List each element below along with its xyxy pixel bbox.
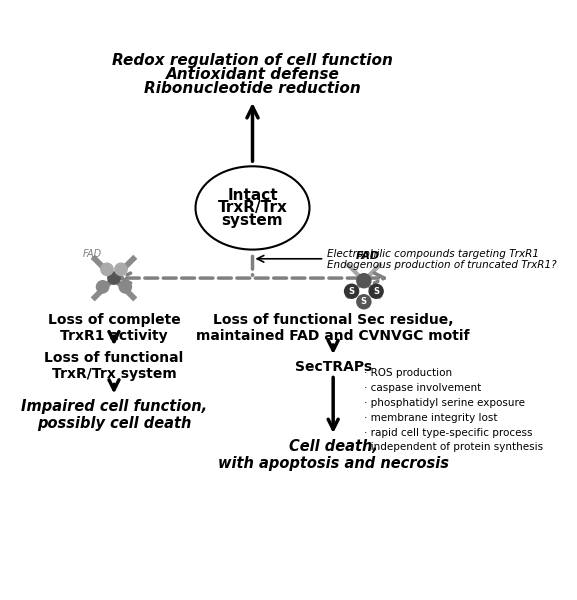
Circle shape — [101, 263, 113, 275]
Circle shape — [369, 284, 383, 298]
Text: Electrophilic compounds targeting TrxR1: Electrophilic compounds targeting TrxR1 — [327, 250, 539, 259]
Text: Ribonucleotide reduction: Ribonucleotide reduction — [144, 81, 361, 96]
Text: Loss of functional Sec residue,
maintained FAD and CVNVGC motif: Loss of functional Sec residue, maintain… — [196, 313, 470, 343]
Text: Endogenous production of truncated TrxR1?: Endogenous production of truncated TrxR1… — [327, 260, 557, 270]
Text: FAD: FAD — [83, 248, 102, 259]
Circle shape — [108, 272, 120, 284]
Circle shape — [357, 295, 371, 309]
Text: Impaired cell function,
possibly cell death: Impaired cell function, possibly cell de… — [21, 399, 207, 431]
Text: system: system — [222, 213, 283, 228]
Circle shape — [115, 263, 127, 275]
Text: Intact: Intact — [227, 188, 278, 203]
Text: Redox regulation of cell function: Redox regulation of cell function — [112, 53, 393, 68]
Text: TrxR/Trx: TrxR/Trx — [218, 200, 287, 215]
Text: S: S — [373, 287, 379, 296]
Text: Loss of complete
TrxR1 activity: Loss of complete TrxR1 activity — [48, 313, 181, 343]
Circle shape — [357, 274, 371, 288]
Text: Loss of functional
TrxR/Trx system: Loss of functional TrxR/Trx system — [44, 351, 183, 381]
Circle shape — [119, 281, 132, 293]
Text: S: S — [361, 297, 367, 306]
Circle shape — [96, 281, 108, 293]
Text: FAD: FAD — [356, 251, 380, 261]
Text: S: S — [349, 287, 355, 296]
Text: SecTRAPs: SecTRAPs — [295, 359, 372, 374]
Circle shape — [344, 284, 358, 298]
Text: · ROS production
· caspase involvement
· phosphatidyl serine exposure
· membrane: · ROS production · caspase involvement ·… — [364, 368, 543, 452]
Text: Antioxidant defense: Antioxidant defense — [166, 67, 339, 82]
Text: Cell death,
with apoptosis and necrosis: Cell death, with apoptosis and necrosis — [218, 439, 449, 471]
